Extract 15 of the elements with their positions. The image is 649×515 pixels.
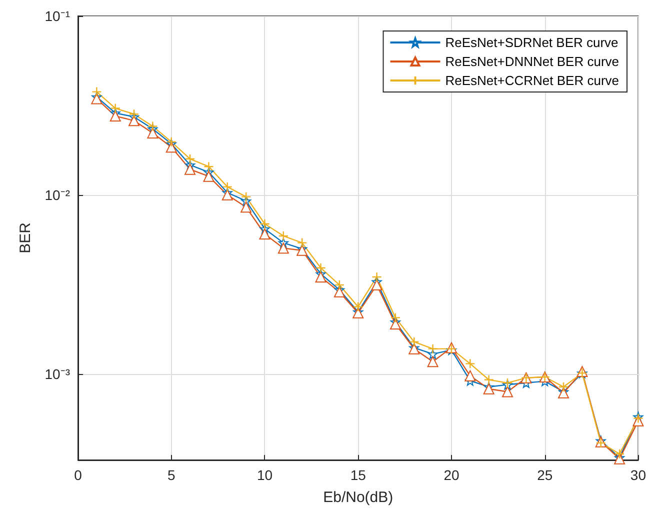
y-tick-label: 10⁻¹ xyxy=(44,8,70,24)
x-tick-label: 5 xyxy=(167,467,176,483)
x-tick-label: 20 xyxy=(444,467,460,483)
x-tick-label: 15 xyxy=(350,467,366,483)
x-tick-label: 10 xyxy=(256,467,273,483)
x-tick-label: 0 xyxy=(74,467,82,483)
y-axis-title: BER xyxy=(17,222,34,254)
x-tick-label: 30 xyxy=(630,467,646,483)
x-axis-title: Eb/No(dB) xyxy=(323,489,394,506)
legend-label: ReEsNet+CCRNet BER curve xyxy=(445,73,619,88)
x-tick-label: 25 xyxy=(537,467,553,483)
legend-label: ReEsNet+SDRNet BER curve xyxy=(445,35,618,50)
y-tick-label: 10⁻² xyxy=(44,186,70,203)
y-tick-label: 10⁻³ xyxy=(44,366,70,382)
legend-label: ReEsNet+DNNNet BER curve xyxy=(445,54,619,69)
